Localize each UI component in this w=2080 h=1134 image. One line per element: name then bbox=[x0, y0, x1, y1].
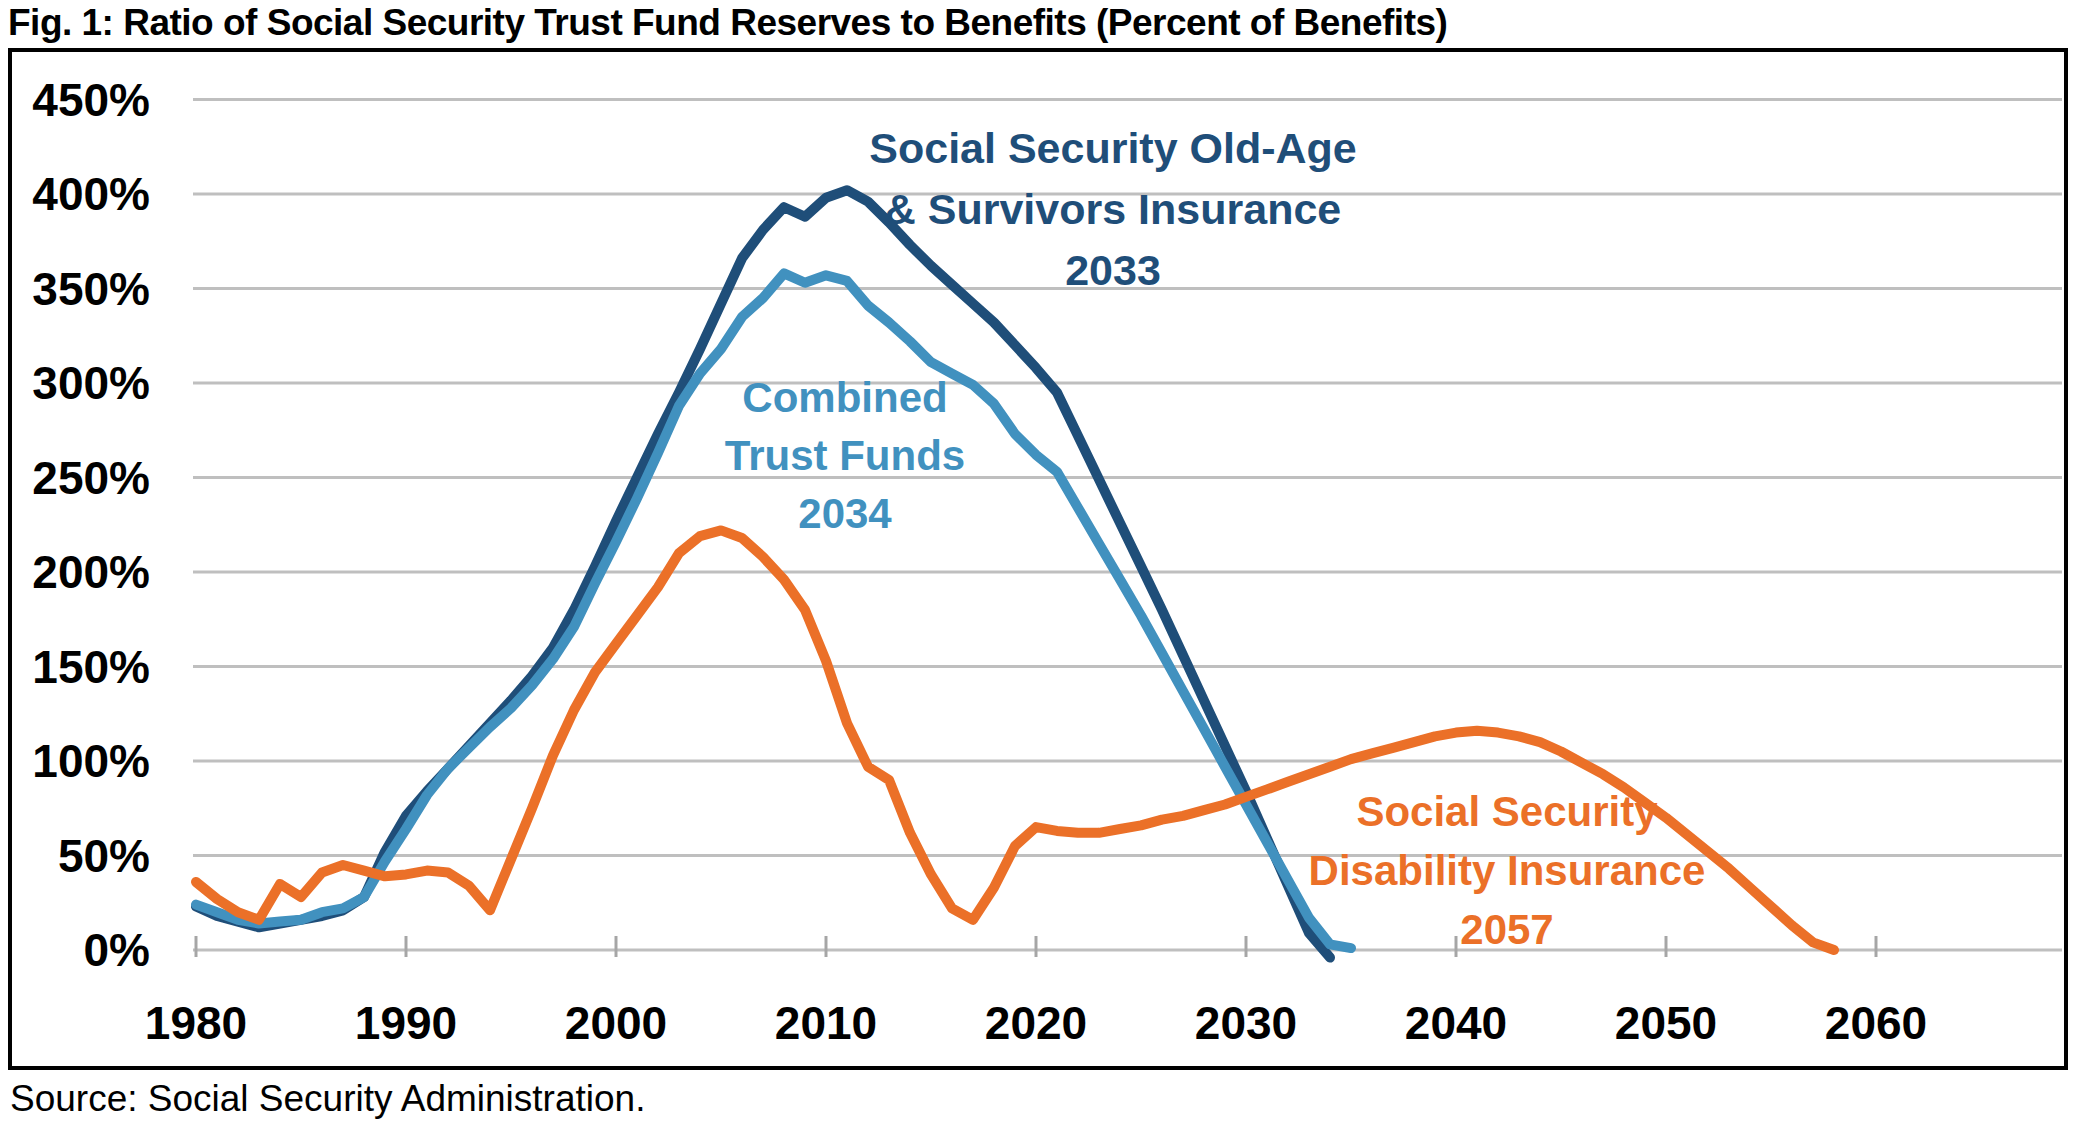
y-axis-tick-label-0%: 0% bbox=[0, 927, 150, 973]
x-axis-tick-label-2030: 2030 bbox=[1166, 1000, 1326, 1046]
annotation-oasi-line-2: & Survivors Insurance bbox=[813, 179, 1413, 240]
annotation-oasi-line-1: Social Security Old-Age bbox=[813, 118, 1413, 179]
series-line-oasi bbox=[196, 190, 1330, 957]
y-axis-tick-label-150%: 150% bbox=[0, 644, 150, 690]
annotation-oasi: Social Security Old-Age & Survivors Insu… bbox=[813, 118, 1413, 301]
source-note: Source: Social Security Administration. bbox=[10, 1078, 2070, 1120]
y-axis-tick-label-100%: 100% bbox=[0, 738, 150, 784]
y-axis-tick-label-350%: 350% bbox=[0, 266, 150, 312]
x-axis-tick-label-2040: 2040 bbox=[1376, 1000, 1536, 1046]
y-axis-tick-label-250%: 250% bbox=[0, 455, 150, 501]
annotation-di-line-2: Disability Insurance bbox=[1237, 841, 1777, 900]
x-axis-tick-label-1980: 1980 bbox=[116, 1000, 276, 1046]
y-axis-tick-label-50%: 50% bbox=[0, 833, 150, 879]
x-axis-tick-label-2050: 2050 bbox=[1586, 1000, 1746, 1046]
y-axis-tick-label-200%: 200% bbox=[0, 549, 150, 595]
figure-page: Fig. 1: Ratio of Social Security Trust F… bbox=[0, 0, 2080, 1134]
y-axis-tick-label-300%: 300% bbox=[0, 360, 150, 406]
y-axis-tick-label-450%: 450% bbox=[0, 77, 150, 123]
x-axis-tick-label-2000: 2000 bbox=[536, 1000, 696, 1046]
y-axis-tick-label-400%: 400% bbox=[0, 171, 150, 217]
annotation-combined: Combined Trust Funds 2034 bbox=[645, 369, 1045, 543]
annotation-combined-depletion-year: 2034 bbox=[645, 485, 1045, 543]
annotation-di-line-1: Social Security bbox=[1237, 782, 1777, 841]
x-axis-tick-label-1990: 1990 bbox=[326, 1000, 486, 1046]
annotation-combined-line-1: Combined bbox=[645, 369, 1045, 427]
annotation-di: Social Security Disability Insurance 205… bbox=[1237, 782, 1777, 959]
annotation-combined-line-2: Trust Funds bbox=[645, 427, 1045, 485]
x-axis-tick-label-2060: 2060 bbox=[1796, 1000, 1956, 1046]
annotation-oasi-depletion-year: 2033 bbox=[813, 240, 1413, 301]
x-axis-tick-label-2010: 2010 bbox=[746, 1000, 906, 1046]
x-axis-tick-label-2020: 2020 bbox=[956, 1000, 1116, 1046]
annotation-di-depletion-year: 2057 bbox=[1237, 900, 1777, 959]
